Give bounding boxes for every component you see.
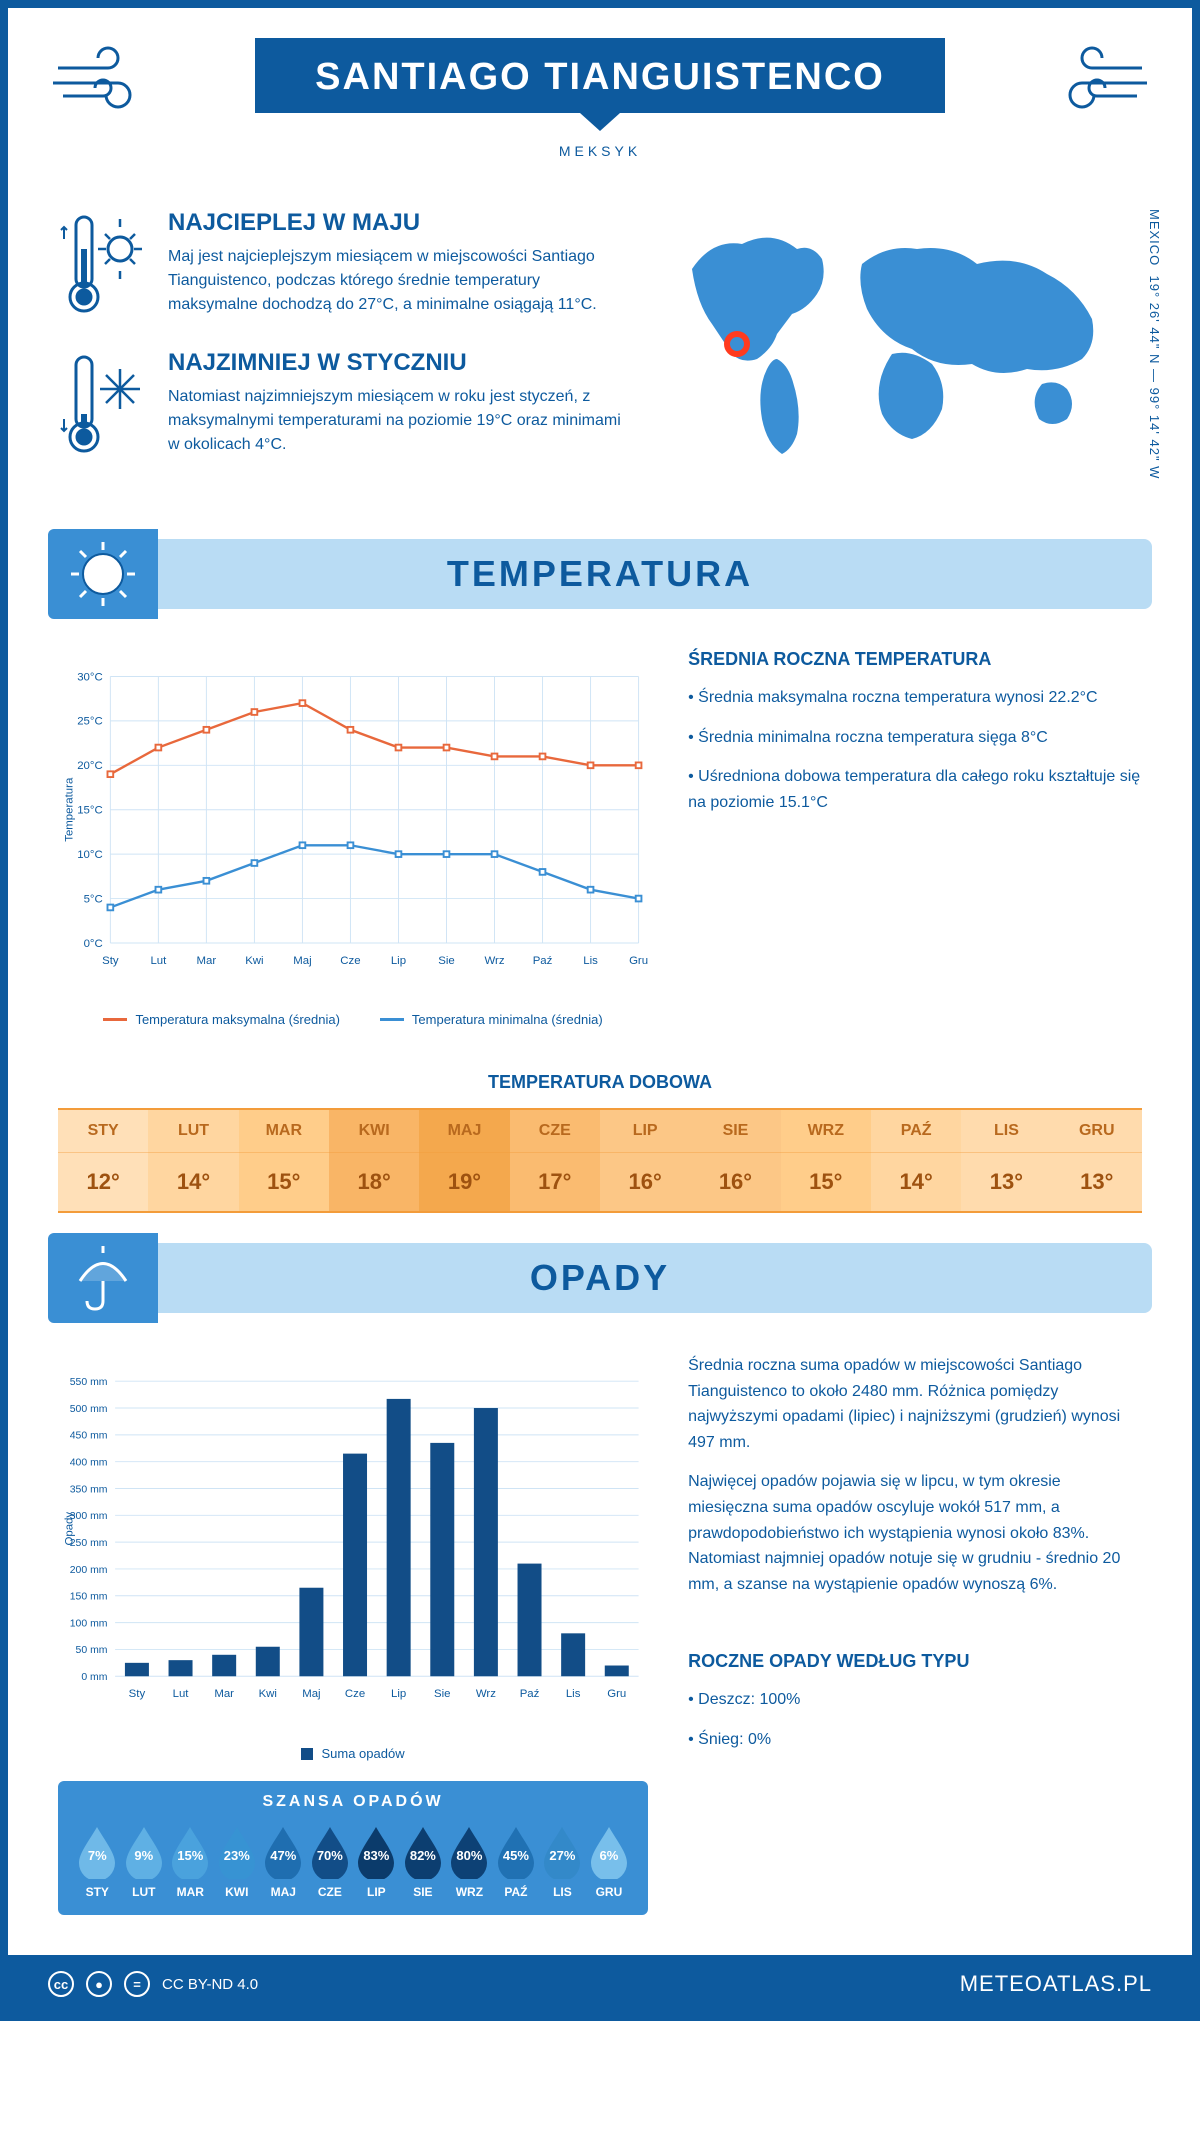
svg-text:0 mm: 0 mm xyxy=(81,1672,107,1683)
svg-text:50 mm: 50 mm xyxy=(76,1645,108,1656)
precipitation-bar-chart: 0 mm 50 mm 100 mm 150 mm 200 mm 250 mm 300 mm 3… xyxy=(58,1353,648,1733)
coldest-text: Natomiast najzimniejszym miesiącem w rok… xyxy=(168,385,622,457)
temperature-line-chart: 0°C 5°C 10°C 15°C 20°C 25°C 30°C Sty Lut Mar Kwi Ma… xyxy=(58,649,648,1027)
svg-text:Kwi: Kwi xyxy=(245,955,263,967)
svg-text:Mar: Mar xyxy=(197,955,217,967)
footer: cc ● = CC BY-ND 4.0 METEOATLAS.PL xyxy=(8,1955,1192,2013)
svg-text:Cze: Cze xyxy=(345,1688,365,1700)
svg-text:Wrz: Wrz xyxy=(484,955,504,967)
precipitation-chance: SZANSA OPADÓW 7%STY9%LUT15%MAR23%KWI47%M… xyxy=(58,1781,648,1915)
svg-text:Lip: Lip xyxy=(391,1688,406,1700)
svg-text:Lut: Lut xyxy=(173,1688,190,1700)
svg-text:Paź: Paź xyxy=(520,1688,540,1700)
svg-text:Wrz: Wrz xyxy=(476,1688,496,1700)
svg-text:Paź: Paź xyxy=(533,955,553,967)
svg-text:20°C: 20°C xyxy=(77,760,103,772)
license-text: CC BY-ND 4.0 xyxy=(162,1976,258,1993)
precipitation-text: Średnia roczna suma opadów w miejscowośc… xyxy=(688,1353,1142,1935)
coldest-title: NAJZIMNIEJ W STYCZNIU xyxy=(168,349,622,377)
svg-text:450 mm: 450 mm xyxy=(70,1431,108,1442)
info-row: NAJCIEPLEJ W MAJU Maj jest najcieplejszy… xyxy=(8,179,1192,519)
svg-text:Sie: Sie xyxy=(434,1688,451,1700)
thermometer-cold-icon xyxy=(58,349,148,459)
svg-text:Maj: Maj xyxy=(293,955,311,967)
section-temperature: TEMPERATURA xyxy=(48,539,1152,609)
annual-temperature-text: ŚREDNIA ROCZNA TEMPERATURA • Średnia mak… xyxy=(688,649,1142,1027)
thermometer-hot-icon xyxy=(58,209,148,319)
nd-icon: = xyxy=(124,1971,150,1997)
svg-text:Gru: Gru xyxy=(607,1688,626,1700)
warmest-block: NAJCIEPLEJ W MAJU Maj jest najcieplejszy… xyxy=(58,209,622,319)
svg-text:Temperatura: Temperatura xyxy=(63,777,75,842)
svg-text:500 mm: 500 mm xyxy=(70,1404,108,1415)
svg-text:Mar: Mar xyxy=(214,1688,234,1700)
svg-text:100 mm: 100 mm xyxy=(70,1618,108,1629)
sun-icon xyxy=(48,529,158,619)
warmest-title: NAJCIEPLEJ W MAJU xyxy=(168,209,622,237)
svg-text:350 mm: 350 mm xyxy=(70,1484,108,1495)
svg-text:10°C: 10°C xyxy=(77,849,103,861)
umbrella-icon xyxy=(48,1233,158,1323)
svg-text:Maj: Maj xyxy=(302,1688,320,1700)
svg-text:150 mm: 150 mm xyxy=(70,1592,108,1603)
page-title: SANTIAGO TIANGUISTENCO xyxy=(255,38,945,113)
warmest-text: Maj jest najcieplejszym miesiącem w miej… xyxy=(168,245,622,317)
svg-text:400 mm: 400 mm xyxy=(70,1457,108,1468)
svg-text:Lis: Lis xyxy=(583,955,598,967)
coordinates: MEXICO 19° 26' 44" N — 99° 14' 42" W xyxy=(1147,209,1162,479)
svg-text:300 mm: 300 mm xyxy=(70,1511,108,1522)
svg-text:200 mm: 200 mm xyxy=(70,1565,108,1576)
svg-text:250 mm: 250 mm xyxy=(70,1538,108,1549)
svg-text:0°C: 0°C xyxy=(84,938,103,950)
by-icon: ● xyxy=(86,1971,112,1997)
wind-icon xyxy=(1032,38,1152,118)
site-name: METEOATLAS.PL xyxy=(960,1971,1152,1997)
svg-text:Sty: Sty xyxy=(129,1688,146,1700)
svg-text:550 mm: 550 mm xyxy=(70,1377,108,1388)
section-precipitation: OPADY xyxy=(48,1243,1152,1313)
daily-temp-table: STY12°LUT14°MAR15°KWI18°MAJ19°CZE17°LIP1… xyxy=(58,1108,1142,1213)
daily-temp-title: TEMPERATURA DOBOWA xyxy=(8,1072,1192,1093)
svg-text:25°C: 25°C xyxy=(77,716,103,728)
svg-text:Gru: Gru xyxy=(629,955,648,967)
chart-legend: Suma opadów xyxy=(58,1746,648,1761)
svg-text:5°C: 5°C xyxy=(84,893,103,905)
world-map: MEXICO 19° 26' 44" N — 99° 14' 42" W xyxy=(662,209,1142,489)
svg-text:Sty: Sty xyxy=(102,955,119,967)
coldest-block: NAJZIMNIEJ W STYCZNIU Natomiast najzimni… xyxy=(58,349,622,459)
svg-text:Opady: Opady xyxy=(63,1512,75,1546)
svg-text:Lut: Lut xyxy=(150,955,167,967)
svg-text:Sie: Sie xyxy=(438,955,455,967)
header: SANTIAGO TIANGUISTENCO MEKSYK xyxy=(8,8,1192,179)
svg-text:Cze: Cze xyxy=(340,955,360,967)
svg-text:30°C: 30°C xyxy=(77,671,103,683)
svg-text:Lis: Lis xyxy=(566,1688,581,1700)
chart-legend: Temperatura maksymalna (średnia) Tempera… xyxy=(58,1012,648,1027)
cc-icon: cc xyxy=(48,1971,74,1997)
subtitle: MEKSYK xyxy=(48,143,1152,159)
wind-icon xyxy=(48,38,168,118)
svg-text:Lip: Lip xyxy=(391,955,406,967)
svg-text:Kwi: Kwi xyxy=(259,1688,277,1700)
svg-text:15°C: 15°C xyxy=(77,805,103,817)
